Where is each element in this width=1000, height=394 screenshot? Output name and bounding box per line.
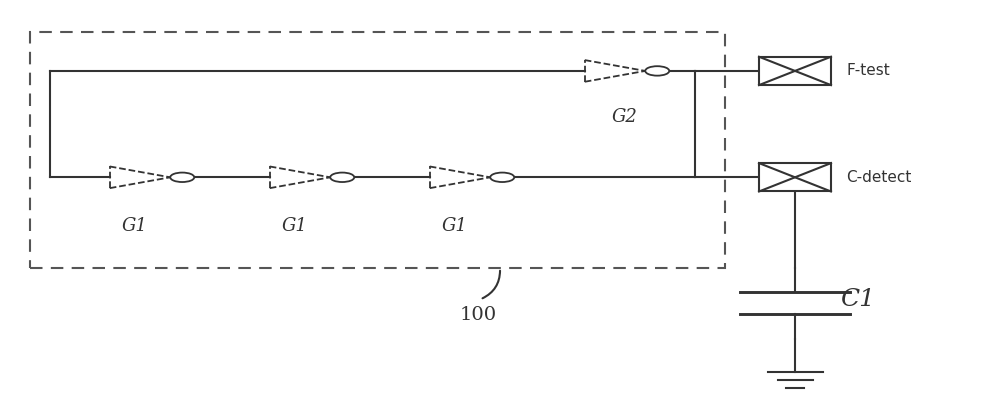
Text: C-detect: C-detect xyxy=(846,170,911,185)
Circle shape xyxy=(645,66,669,76)
Text: G1: G1 xyxy=(122,217,148,235)
Text: G1: G1 xyxy=(282,217,308,235)
Circle shape xyxy=(330,173,354,182)
Text: 100: 100 xyxy=(460,306,497,324)
Text: G2: G2 xyxy=(612,108,638,126)
Bar xyxy=(759,57,831,85)
Bar xyxy=(759,163,831,191)
Circle shape xyxy=(490,173,514,182)
Text: G1: G1 xyxy=(442,217,468,235)
Text: C1: C1 xyxy=(840,288,875,311)
Text: F-test: F-test xyxy=(846,63,890,78)
Circle shape xyxy=(170,173,194,182)
